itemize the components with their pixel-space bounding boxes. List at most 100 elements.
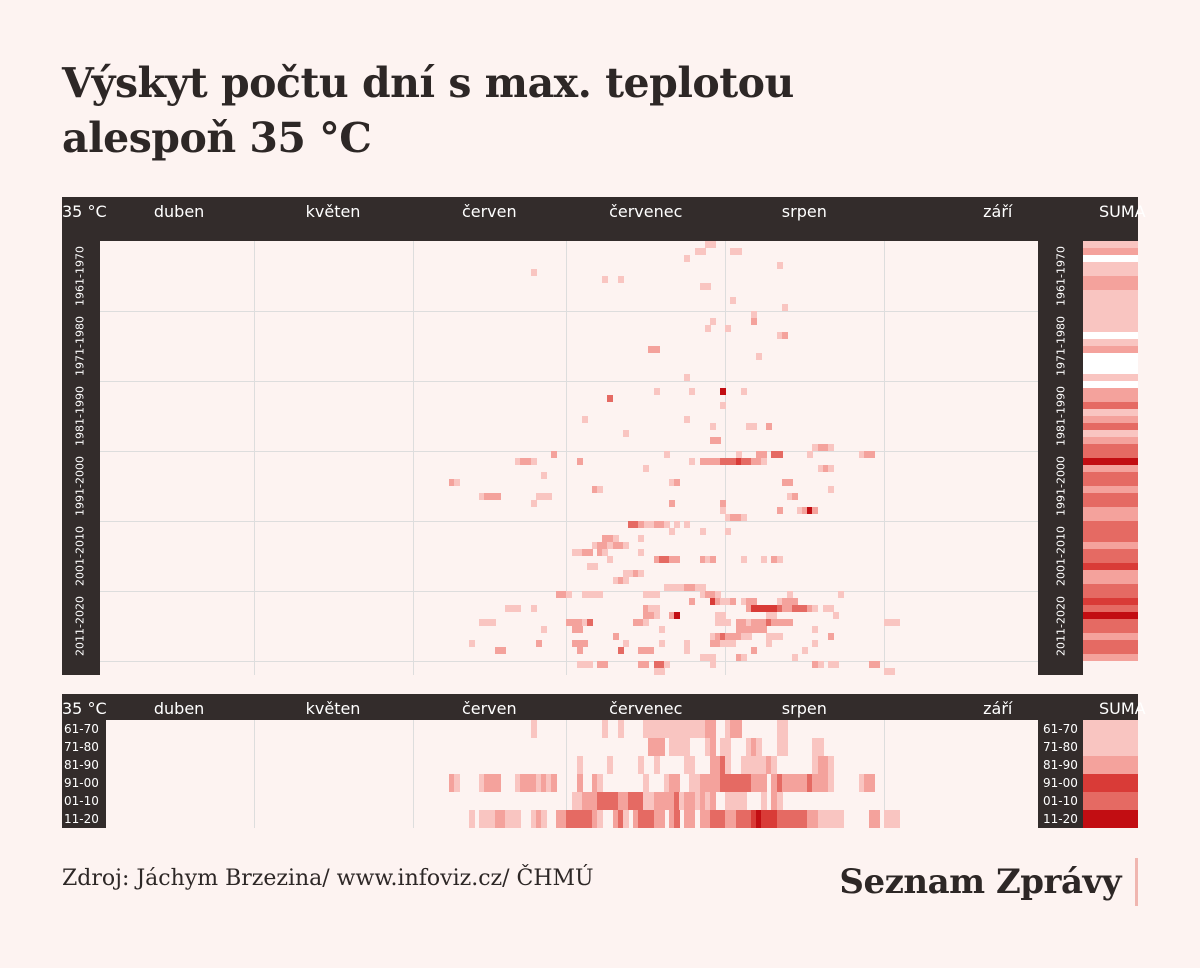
heat-cell-76 xyxy=(822,465,829,472)
heat-cell-292 xyxy=(658,640,665,647)
heat-cell-178 xyxy=(597,591,604,598)
heat-cell-294 xyxy=(709,640,716,647)
heat-cell-168 xyxy=(684,584,691,591)
summary-cell-37 xyxy=(781,738,788,756)
summary-cell-53 xyxy=(756,756,763,774)
heat-cell-248 xyxy=(735,619,742,626)
heat-cell-30 xyxy=(607,395,614,402)
heat-cell-307 xyxy=(648,647,655,654)
heat-cell-259 xyxy=(884,619,891,626)
summary-left-frame xyxy=(62,720,106,828)
heat-cell-130 xyxy=(602,542,609,549)
heat-cell-249 xyxy=(740,619,747,626)
month-label-1: květen xyxy=(305,699,361,718)
heat-cell-81 xyxy=(453,479,460,486)
heat-cell-116 xyxy=(674,521,681,528)
summary-cell-136 xyxy=(694,792,701,810)
year-sum-1978 xyxy=(1083,360,1138,367)
heat-cell-40 xyxy=(715,437,722,444)
summary-cell-165 xyxy=(586,810,593,828)
heat-cell-183 xyxy=(704,591,711,598)
year-sum-1987 xyxy=(1083,423,1138,430)
heat-cell-143 xyxy=(653,556,660,563)
summary-cell-6 xyxy=(658,720,665,738)
heat-cell-179 xyxy=(643,591,650,598)
heat-cell-216 xyxy=(786,605,793,612)
heat-cell-275 xyxy=(715,633,722,640)
heat-cell-242 xyxy=(633,619,640,626)
heat-cell-325 xyxy=(658,661,665,668)
year-sum-1973 xyxy=(1083,325,1138,332)
heat-cell-177 xyxy=(592,591,599,598)
summary-cell-38 xyxy=(812,738,819,756)
heat-cell-290 xyxy=(581,640,588,647)
decade-label-left-1: 1971-1980 xyxy=(73,316,87,376)
summary-cell-19 xyxy=(735,720,742,738)
summary-cell-76 xyxy=(592,774,599,792)
summary-cell-97 xyxy=(771,774,778,792)
summary-cell-11 xyxy=(684,720,691,738)
summary-cell-134 xyxy=(684,792,691,810)
heat-cell-241 xyxy=(586,619,593,626)
summary-cell-60 xyxy=(827,756,834,774)
summary-cell-3 xyxy=(643,720,650,738)
summary-cell-104 xyxy=(807,774,814,792)
summary-cell-102 xyxy=(797,774,804,792)
summary-cell-0 xyxy=(530,720,537,738)
heat-cell-140 xyxy=(581,549,588,556)
summary-cell-96 xyxy=(761,774,768,792)
summary-cell-168 xyxy=(612,810,619,828)
summary-label-left-3: 91-00 xyxy=(64,776,99,790)
heat-cell-226 xyxy=(653,612,660,619)
heat-cell-193 xyxy=(730,598,737,605)
summary-cell-69 xyxy=(525,774,532,792)
summary-cell-77 xyxy=(597,774,604,792)
heat-cell-122 xyxy=(699,528,706,535)
heat-cell-115 xyxy=(663,521,670,528)
heat-cell-271 xyxy=(761,626,768,633)
heat-cell-37 xyxy=(766,423,773,430)
heat-cell-213 xyxy=(771,605,778,612)
heat-cell-114 xyxy=(658,521,665,528)
summary-cell-48 xyxy=(720,756,727,774)
heat-cell-196 xyxy=(750,598,757,605)
heat-cell-260 xyxy=(889,619,896,626)
summary-cell-71 xyxy=(535,774,542,792)
decade-label-left-2: 1981-1990 xyxy=(73,386,87,446)
month-label-4: srpen xyxy=(781,202,827,221)
heat-cell-301 xyxy=(494,647,501,654)
heat-cell-246 xyxy=(720,619,727,626)
heat-cell-217 xyxy=(791,605,798,612)
decade-gridline-3 xyxy=(100,451,1038,452)
heat-cell-261 xyxy=(894,619,901,626)
heat-cell-322 xyxy=(638,661,645,668)
heat-cell-15 xyxy=(750,311,757,318)
summary-sum-frame xyxy=(1038,720,1083,828)
heat-cell-64 xyxy=(709,458,716,465)
summary-cell-152 xyxy=(499,810,506,828)
heat-cell-319 xyxy=(586,661,593,668)
year-sum-1981 xyxy=(1083,381,1138,388)
heat-cell-117 xyxy=(684,521,691,528)
heat-cell-327 xyxy=(709,661,716,668)
heat-cell-302 xyxy=(499,647,506,654)
summary-cell-29 xyxy=(704,738,711,756)
heat-cell-209 xyxy=(750,605,757,612)
heat-cell-170 xyxy=(694,584,701,591)
heat-cell-323 xyxy=(643,661,650,668)
heat-cell-126 xyxy=(612,535,619,542)
heat-cell-180 xyxy=(648,591,655,598)
heat-cell-182 xyxy=(699,591,706,598)
heat-cell-176 xyxy=(586,591,593,598)
year-sum-1977 xyxy=(1083,353,1138,360)
year-sum-1972 xyxy=(1083,318,1138,325)
heat-cell-244 xyxy=(643,619,650,626)
heat-cell-3 xyxy=(699,248,706,255)
heat-cell-175 xyxy=(581,591,588,598)
summary-label-right-5: 11-20 xyxy=(1043,812,1078,826)
heat-cell-174 xyxy=(566,591,573,598)
heat-cell-296 xyxy=(720,640,727,647)
heat-cell-25 xyxy=(684,374,691,381)
heat-cell-157 xyxy=(622,570,629,577)
sum-frame-label-col xyxy=(1038,223,1083,675)
